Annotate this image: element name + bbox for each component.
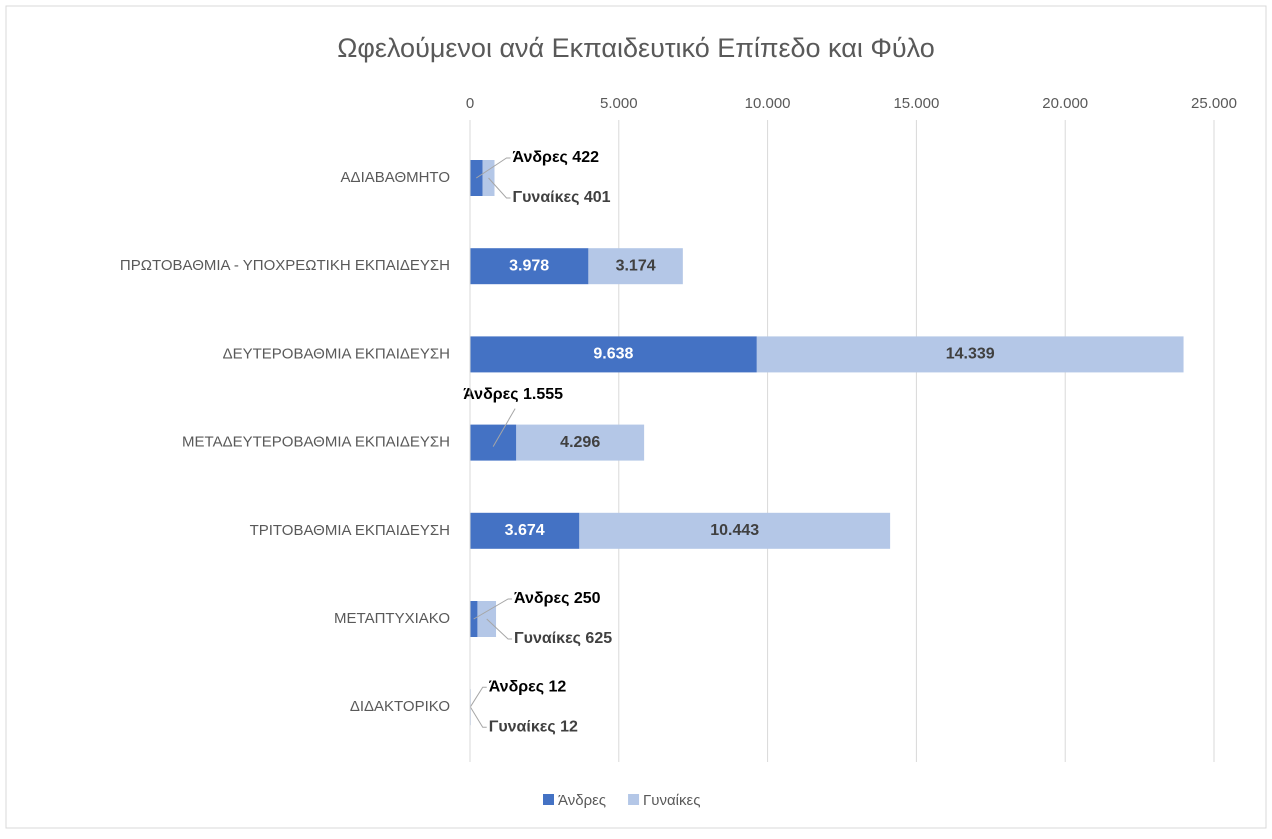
legend-swatch xyxy=(543,794,554,805)
legend-label: Άνδρες xyxy=(558,792,606,809)
data-label: Άνδρες 12 xyxy=(489,678,567,695)
leader-line xyxy=(476,157,511,179)
bar xyxy=(756,336,1184,373)
x-tick-label: 20.000 xyxy=(1042,95,1088,112)
bar xyxy=(579,512,891,549)
leader-line xyxy=(469,686,487,708)
data-label: Γυναίκες 12 xyxy=(489,718,578,735)
y-tick-label: ΤΡΙΤΟΒΑΘΜΙΑ ΕΚΠΑΙΔΕΥΣΗ xyxy=(250,522,450,539)
leader-line xyxy=(486,618,513,640)
y-tick-label: ΑΔΙΑΒΑΘΜΗΤΟ xyxy=(341,169,450,186)
legend-label: Γυναίκες xyxy=(643,792,700,809)
data-label: Άνδρες 1.555 xyxy=(463,386,563,403)
data-label: 14.339 xyxy=(946,346,995,363)
data-label: Γυναίκες 401 xyxy=(512,189,610,206)
y-tick-label: ΠΡΩΤΟΒΑΘΜΙΑ - ΥΠΟΧΡΕΩΤΙΚΗ ΕΚΠΑΙΔΕΥΣΗ xyxy=(120,257,450,274)
data-label: 3.978 xyxy=(509,257,549,274)
x-tick-label: 25.000 xyxy=(1191,95,1237,112)
x-tick-label: 0 xyxy=(466,95,474,112)
x-tick-label: 5.000 xyxy=(600,95,638,112)
bar xyxy=(482,160,495,196)
bar xyxy=(470,424,517,461)
y-tick-label: ΔΕΥΤΕΡΟΒΑΘΜΙΑ ΕΚΠΑΙΔΕΥΣΗ xyxy=(223,345,450,362)
leader-line xyxy=(488,177,511,199)
bar xyxy=(588,248,683,285)
data-label: 9.638 xyxy=(593,346,633,363)
bar xyxy=(470,248,589,285)
data-label: 4.296 xyxy=(560,434,600,451)
y-tick-label: ΜΕΤΑΔΕΥΤΕΡΟΒΑΘΜΙΑ ΕΚΠΑΙΔΕΥΣΗ xyxy=(182,434,450,451)
y-tick-label: ΔΙΔΑΚΤΟΡΙΚΟ xyxy=(350,698,450,715)
leader-line xyxy=(470,706,487,728)
data-label: Άνδρες 422 xyxy=(512,149,599,166)
data-label: 3.174 xyxy=(616,257,656,274)
x-tick-label: 15.000 xyxy=(893,95,939,112)
leader-line xyxy=(473,598,513,620)
y-tick-label: ΜΕΤΑΠΤΥΧΙΑΚΟ xyxy=(334,610,450,627)
x-tick-label: 10.000 xyxy=(745,95,791,112)
bar xyxy=(516,424,645,461)
chart-title: Ωφελούμενοι ανά Εκπαιδευτικό Επίπεδο και… xyxy=(337,33,935,63)
bar xyxy=(470,512,580,549)
legend-swatch xyxy=(628,794,640,805)
chart-frame xyxy=(5,5,1267,829)
data-label: 10.443 xyxy=(710,522,759,539)
data-label: Άνδρες 250 xyxy=(514,590,601,607)
leader-line xyxy=(492,408,516,447)
data-label: 3.674 xyxy=(505,522,545,539)
data-label: Γυναίκες 625 xyxy=(514,630,612,647)
bar xyxy=(470,336,757,373)
